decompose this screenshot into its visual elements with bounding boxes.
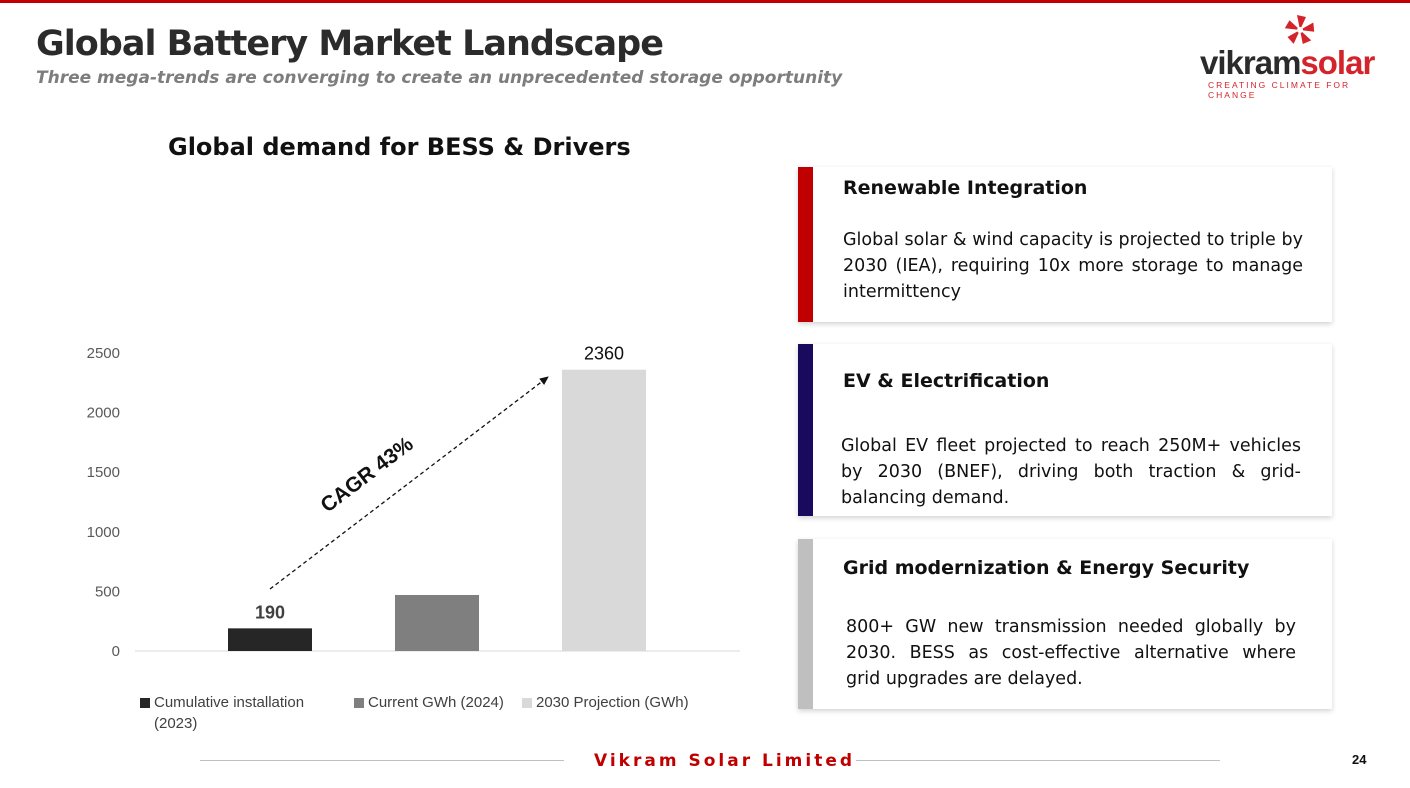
page-number: 24 bbox=[1352, 752, 1367, 767]
y-tick-label: 1500 bbox=[87, 464, 120, 481]
legend-item: Current GWh (2024) bbox=[354, 694, 504, 713]
footer-divider-right bbox=[856, 760, 1220, 761]
legend-swatch bbox=[522, 698, 532, 708]
bar-2 bbox=[395, 594, 479, 651]
legend-label: Current GWh (2024) bbox=[368, 694, 504, 711]
logo-tagline: CREATING CLIMATE FOR CHANGE bbox=[1208, 80, 1351, 100]
company-logo: vikramsolar CREATING CLIMATE FOR CHANGE bbox=[1200, 12, 1400, 100]
card-accent-bar bbox=[798, 167, 813, 322]
legend-item: 2030 Projection (GWh) bbox=[522, 694, 689, 713]
legend-label: 2030 Projection (GWh) bbox=[536, 694, 689, 711]
logo-wordmark: vikramsolar bbox=[1200, 44, 1375, 81]
top-accent-line bbox=[0, 0, 1410, 3]
bess-demand-bar-chart: 0 500 1000 1500 2000 2500 190 2360 CAGR 43% bbox=[87, 344, 740, 660]
legend-item: Cumulative installation (2023) bbox=[140, 694, 304, 734]
driver-card-renewable-integration: Renewable Integration Global solar & win… bbox=[798, 167, 1332, 322]
page-title: Global Battery Market Landscape bbox=[36, 24, 664, 64]
bar-data-label: 190 bbox=[255, 602, 285, 622]
y-tick-label: 2000 bbox=[87, 405, 120, 422]
card-title: Grid modernization & Energy Security bbox=[843, 557, 1250, 579]
y-tick-label: 500 bbox=[95, 583, 120, 600]
footer-company-name: Vikram Solar Limited bbox=[594, 751, 856, 771]
legend-swatch bbox=[354, 698, 364, 708]
card-title: Renewable Integration bbox=[843, 177, 1088, 199]
cagr-arrow bbox=[269, 376, 549, 590]
legend-label: Cumulative installation (2023) bbox=[154, 694, 305, 732]
driver-card-grid-modernization: Grid modernization & Energy Security 800… bbox=[798, 539, 1332, 709]
footer-divider-left bbox=[200, 760, 564, 761]
bar-1 bbox=[228, 628, 312, 651]
card-title: EV & Electrification bbox=[843, 370, 1050, 392]
card-text: 800+ GW new transmission needed globally… bbox=[846, 617, 1296, 689]
pinwheel-logo-icon bbox=[1284, 15, 1315, 45]
page-subtitle: Three mega-trends are converging to crea… bbox=[36, 68, 843, 88]
chart-title: Global demand for BESS & Drivers bbox=[168, 133, 631, 161]
card-text: Global EV fleet projected to reach 250M+… bbox=[841, 436, 1301, 508]
y-tick-label: 1000 bbox=[87, 524, 120, 541]
driver-card-ev-electrification: EV & Electrification Global EV fleet pro… bbox=[798, 344, 1332, 516]
cagr-annotation: CAGR 43% bbox=[316, 432, 417, 517]
card-accent-bar bbox=[798, 344, 813, 516]
bar-data-label: 2360 bbox=[584, 344, 624, 364]
card-text: Global solar & wind capacity is projecte… bbox=[843, 230, 1303, 302]
bar-3 bbox=[562, 369, 646, 651]
y-tick-label: 2500 bbox=[87, 345, 120, 362]
legend-swatch bbox=[140, 698, 150, 708]
y-tick-label: 0 bbox=[112, 643, 120, 660]
card-accent-bar bbox=[798, 539, 813, 709]
